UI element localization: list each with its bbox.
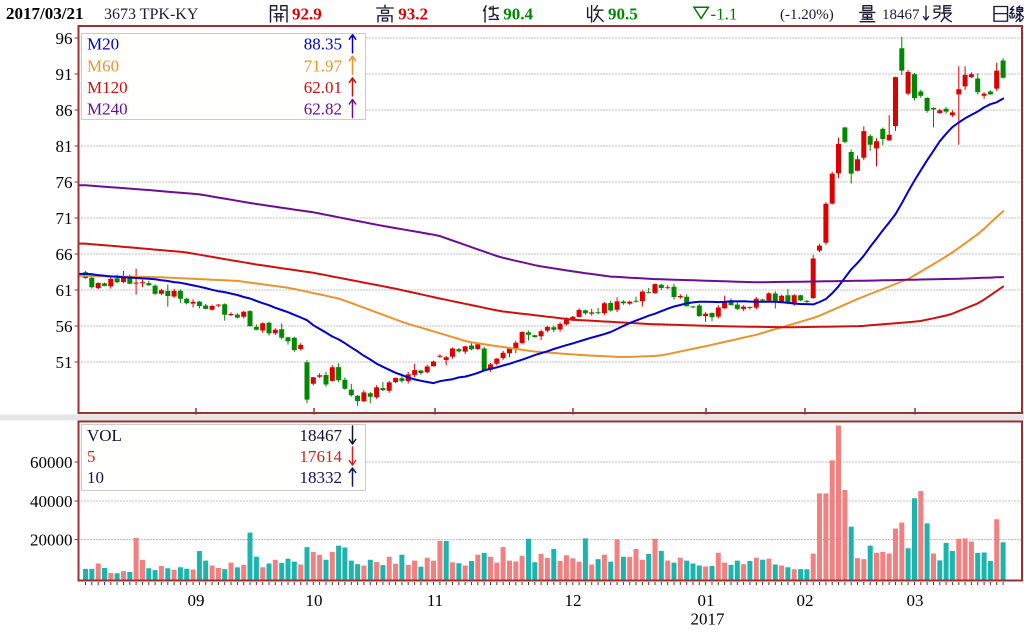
svg-text:51: 51 <box>56 353 73 372</box>
svg-text:90.4: 90.4 <box>503 5 533 24</box>
svg-text:M60: M60 <box>87 56 119 75</box>
svg-text:2017/03/21: 2017/03/21 <box>6 4 83 23</box>
svg-text:86: 86 <box>56 101 73 120</box>
svg-text:40000: 40000 <box>30 492 73 511</box>
svg-text:71.97: 71.97 <box>304 56 343 75</box>
svg-text:(-1.20%): (-1.20%) <box>780 7 834 23</box>
svg-text:96: 96 <box>56 29 73 48</box>
svg-text:92.9: 92.9 <box>292 5 322 24</box>
svg-text:-1.1: -1.1 <box>711 5 738 24</box>
svg-text:5: 5 <box>87 447 96 466</box>
svg-text:66: 66 <box>56 245 73 264</box>
svg-text:01: 01 <box>698 591 715 610</box>
svg-text:20000: 20000 <box>30 530 73 549</box>
svg-text:91: 91 <box>56 65 73 84</box>
svg-text:12: 12 <box>565 591 582 610</box>
svg-text:M120: M120 <box>87 78 128 97</box>
svg-text:18467: 18467 <box>882 7 920 23</box>
svg-text:61: 61 <box>56 281 73 300</box>
svg-text:VOL: VOL <box>87 426 122 445</box>
svg-text:11: 11 <box>427 591 443 610</box>
svg-text:M20: M20 <box>87 35 119 54</box>
svg-text:62.01: 62.01 <box>304 78 342 97</box>
svg-text:18332: 18332 <box>300 468 343 487</box>
svg-text:09: 09 <box>188 591 205 610</box>
svg-text:56: 56 <box>56 317 73 336</box>
svg-text:60000: 60000 <box>30 453 73 472</box>
svg-text:10: 10 <box>306 591 323 610</box>
svg-text:71: 71 <box>56 209 73 228</box>
svg-text:10: 10 <box>87 468 104 487</box>
svg-text:90.5: 90.5 <box>608 5 638 24</box>
svg-text:18467: 18467 <box>300 426 343 445</box>
svg-text:62.82: 62.82 <box>304 100 342 119</box>
svg-text:2017: 2017 <box>691 610 726 629</box>
svg-text:81: 81 <box>56 137 73 156</box>
svg-text:M240: M240 <box>87 100 128 119</box>
svg-text:93.2: 93.2 <box>398 5 428 24</box>
svg-text:03: 03 <box>907 591 924 610</box>
svg-text:88.35: 88.35 <box>304 35 342 54</box>
svg-text:17614: 17614 <box>300 447 343 466</box>
svg-text:76: 76 <box>56 173 73 192</box>
svg-text:3673 TPK-KY: 3673 TPK-KY <box>104 6 199 23</box>
svg-text:02: 02 <box>797 591 814 610</box>
